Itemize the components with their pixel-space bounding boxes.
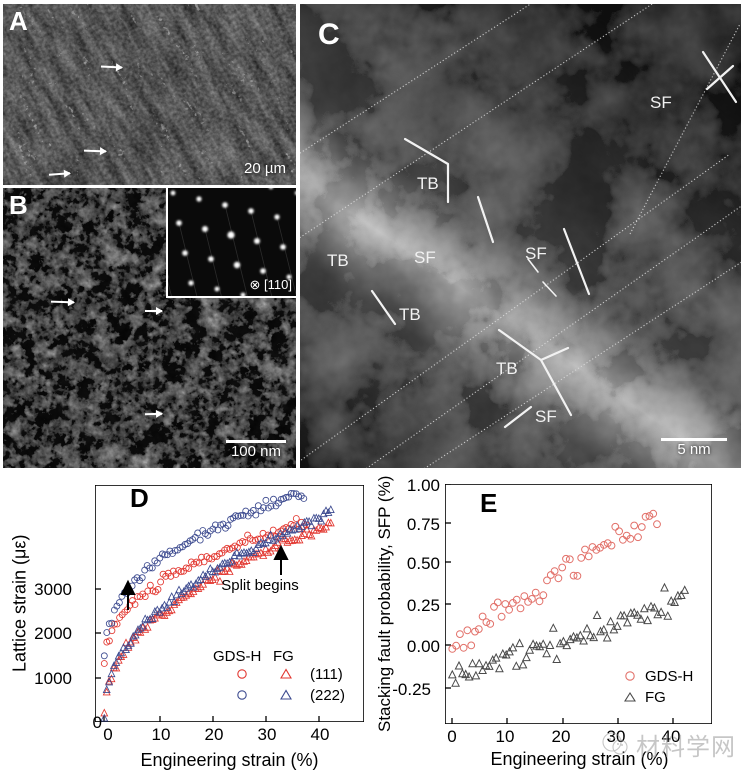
svg-text:GDS-H: GDS-H (645, 668, 693, 685)
svg-text:FG: FG (645, 689, 666, 706)
svg-text:TB: TB (417, 174, 439, 193)
svg-text:C: C (318, 18, 340, 51)
svg-text:(222): (222) (310, 687, 345, 704)
svg-text:SF: SF (414, 248, 436, 267)
svg-text:SF: SF (535, 407, 557, 426)
svg-text:TB: TB (327, 251, 349, 270)
svg-text:SF: SF (650, 93, 672, 112)
svg-text:Split begins: Split begins (221, 577, 299, 594)
svg-text:SF: SF (525, 244, 547, 263)
svg-text:(111): (111) (310, 666, 343, 683)
svg-text:GDS-H: GDS-H (213, 648, 261, 665)
svg-text:D: D (130, 485, 149, 513)
svg-text:E: E (480, 488, 497, 518)
svg-text:TB: TB (496, 359, 518, 378)
svg-text:FG: FG (273, 648, 294, 665)
svg-text:TB: TB (399, 305, 421, 324)
